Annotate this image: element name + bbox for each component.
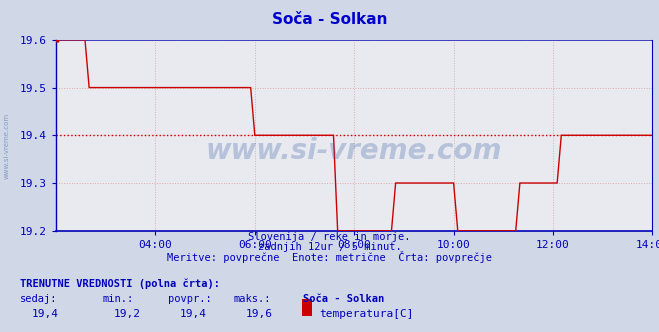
Text: www.si-vreme.com: www.si-vreme.com (206, 136, 502, 165)
Text: 19,4: 19,4 (32, 309, 59, 319)
Text: 19,4: 19,4 (180, 309, 207, 319)
Text: Soča - Solkan: Soča - Solkan (272, 12, 387, 27)
Text: 19,6: 19,6 (246, 309, 273, 319)
Text: 19,2: 19,2 (114, 309, 141, 319)
Text: Soča - Solkan: Soča - Solkan (303, 294, 384, 304)
Text: maks.:: maks.: (234, 294, 272, 304)
Text: www.si-vreme.com: www.si-vreme.com (3, 113, 10, 179)
Text: Meritve: povprečne  Enote: metrične  Črta: povprečje: Meritve: povprečne Enote: metrične Črta:… (167, 251, 492, 263)
Text: zadnjih 12ur / 5 minut.: zadnjih 12ur / 5 minut. (258, 242, 401, 252)
Text: Slovenija / reke in morje.: Slovenija / reke in morje. (248, 232, 411, 242)
Text: sedaj:: sedaj: (20, 294, 57, 304)
Text: povpr.:: povpr.: (168, 294, 212, 304)
Text: min.:: min.: (102, 294, 133, 304)
Text: TRENUTNE VREDNOSTI (polna črta):: TRENUTNE VREDNOSTI (polna črta): (20, 279, 219, 290)
Text: temperatura[C]: temperatura[C] (319, 309, 413, 319)
